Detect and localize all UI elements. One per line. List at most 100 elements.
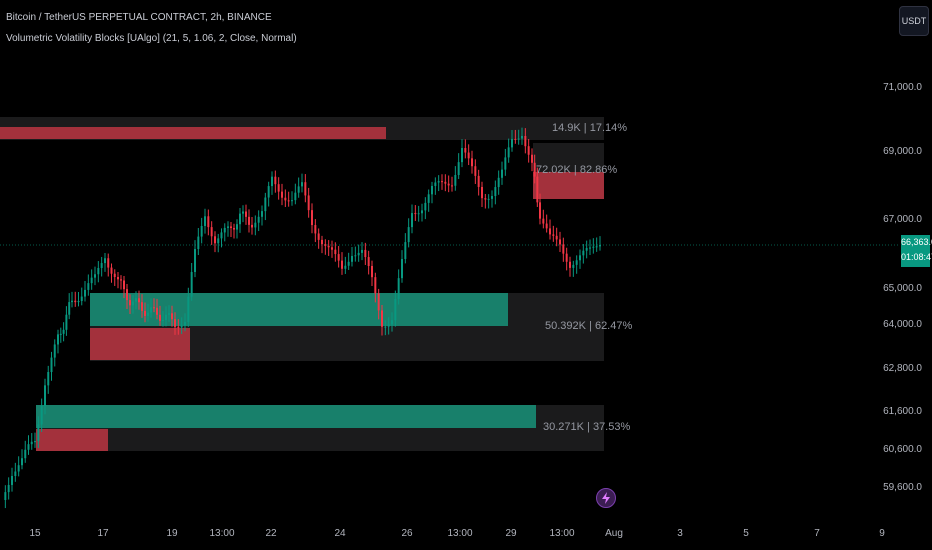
- candle-body: [207, 216, 210, 228]
- candle-body: [491, 196, 493, 199]
- candle-body: [159, 314, 161, 321]
- candle-body: [307, 195, 310, 211]
- candle-body: [444, 181, 447, 184]
- candle-body: [194, 249, 196, 272]
- candle-body: [40, 405, 43, 425]
- price-axis-label: 62,800.0: [883, 363, 922, 374]
- candle-body: [579, 255, 581, 261]
- block-middle-bear-bar: [90, 328, 190, 360]
- candle-body: [414, 213, 417, 215]
- block-bottom-bull-bar: [36, 405, 536, 428]
- candle-body: [501, 169, 503, 178]
- candle-body: [527, 146, 530, 155]
- candle-body: [277, 184, 280, 192]
- candle-body: [514, 138, 517, 140]
- candle-body: [371, 266, 373, 278]
- candle-body: [407, 227, 410, 243]
- candle-body: [113, 273, 116, 278]
- candle-body: [545, 223, 548, 229]
- candle-body: [397, 278, 400, 299]
- time-axis-label: 19: [166, 528, 178, 539]
- candle-body: [391, 320, 393, 325]
- candle-body: [461, 148, 463, 163]
- candle-body: [471, 158, 473, 167]
- candle-body: [77, 300, 80, 303]
- candle-body: [542, 218, 545, 224]
- candle-body: [200, 225, 203, 237]
- candle-body: [367, 257, 370, 267]
- candle-body: [589, 247, 591, 249]
- candle-body: [44, 385, 46, 406]
- candle-body: [57, 334, 59, 345]
- candle-body: [162, 319, 164, 321]
- candle-body: [304, 182, 307, 196]
- time-axis-label: 13:00: [447, 528, 473, 539]
- candle-body: [291, 200, 293, 202]
- candle-body: [254, 222, 257, 228]
- candle-body: [65, 314, 68, 330]
- block-top-label: 14.9K | 17.14%: [552, 122, 628, 134]
- candle-body: [431, 185, 433, 195]
- candle-body: [153, 307, 155, 309]
- time-axis-label: 7: [814, 528, 820, 539]
- candle-body: [539, 202, 541, 219]
- symbol-title: Bitcoin / TetherUS PERPETUAL CONTRACT, 2…: [6, 12, 272, 23]
- candle-body: [126, 289, 128, 301]
- currency-button[interactable]: USDT: [899, 6, 929, 36]
- candle-body: [168, 313, 170, 315]
- candle-body: [427, 194, 430, 203]
- time-axis-label: 22: [265, 528, 277, 539]
- candle-body: [354, 255, 357, 257]
- candle-body: [24, 449, 27, 459]
- candle-body: [507, 147, 510, 158]
- candle-body: [494, 187, 497, 197]
- candle-body: [197, 236, 200, 250]
- candle-body: [97, 267, 100, 275]
- candle-body: [451, 185, 453, 187]
- candle-body: [327, 245, 330, 248]
- block-upper-label: 72.02K | 82.86%: [536, 164, 618, 176]
- candle-body: [104, 258, 106, 264]
- candle-body: [572, 264, 575, 268]
- time-axis-label: 3: [677, 528, 683, 539]
- candle-body: [421, 210, 423, 214]
- candle-body: [347, 261, 350, 266]
- candle-body: [11, 475, 13, 485]
- candle-body: [533, 162, 536, 177]
- candle-body: [242, 211, 244, 214]
- candle-body: [68, 302, 71, 315]
- candle-body: [599, 245, 601, 247]
- candle-body: [174, 319, 176, 327]
- candle-body: [301, 182, 303, 187]
- time-axis-label: 26: [401, 528, 413, 539]
- indicator-title[interactable]: Volumetric Volatility Blocks [UAlgo] (21…: [6, 33, 297, 44]
- time-axis-label: 17: [97, 528, 109, 539]
- block-top-bear-bar: [0, 127, 386, 139]
- candle-body: [53, 344, 56, 358]
- candle-body: [236, 224, 238, 230]
- candle-body: [50, 357, 53, 373]
- candle-body: [477, 175, 480, 187]
- candle-body: [110, 267, 113, 274]
- candle-body: [59, 333, 62, 335]
- candle-body: [344, 265, 347, 269]
- candle-body: [84, 289, 86, 297]
- lightning-icon[interactable]: [596, 488, 616, 508]
- candle-body: [71, 300, 73, 303]
- candle-body: [214, 236, 216, 244]
- candle-body: [138, 298, 140, 303]
- candle-body: [271, 176, 273, 187]
- candle-body: [437, 181, 440, 183]
- candle-body: [331, 247, 333, 250]
- block-middle-label: 50.392K | 62.47%: [545, 320, 633, 332]
- candle-body: [565, 253, 568, 262]
- candle-body: [377, 293, 380, 311]
- candle-body: [34, 441, 36, 443]
- candle-body: [517, 138, 520, 140]
- time-axis-label: 9: [879, 528, 885, 539]
- candle-body: [123, 280, 125, 290]
- candle-body: [171, 313, 173, 320]
- candle-body: [531, 154, 533, 163]
- candle-body: [394, 298, 397, 321]
